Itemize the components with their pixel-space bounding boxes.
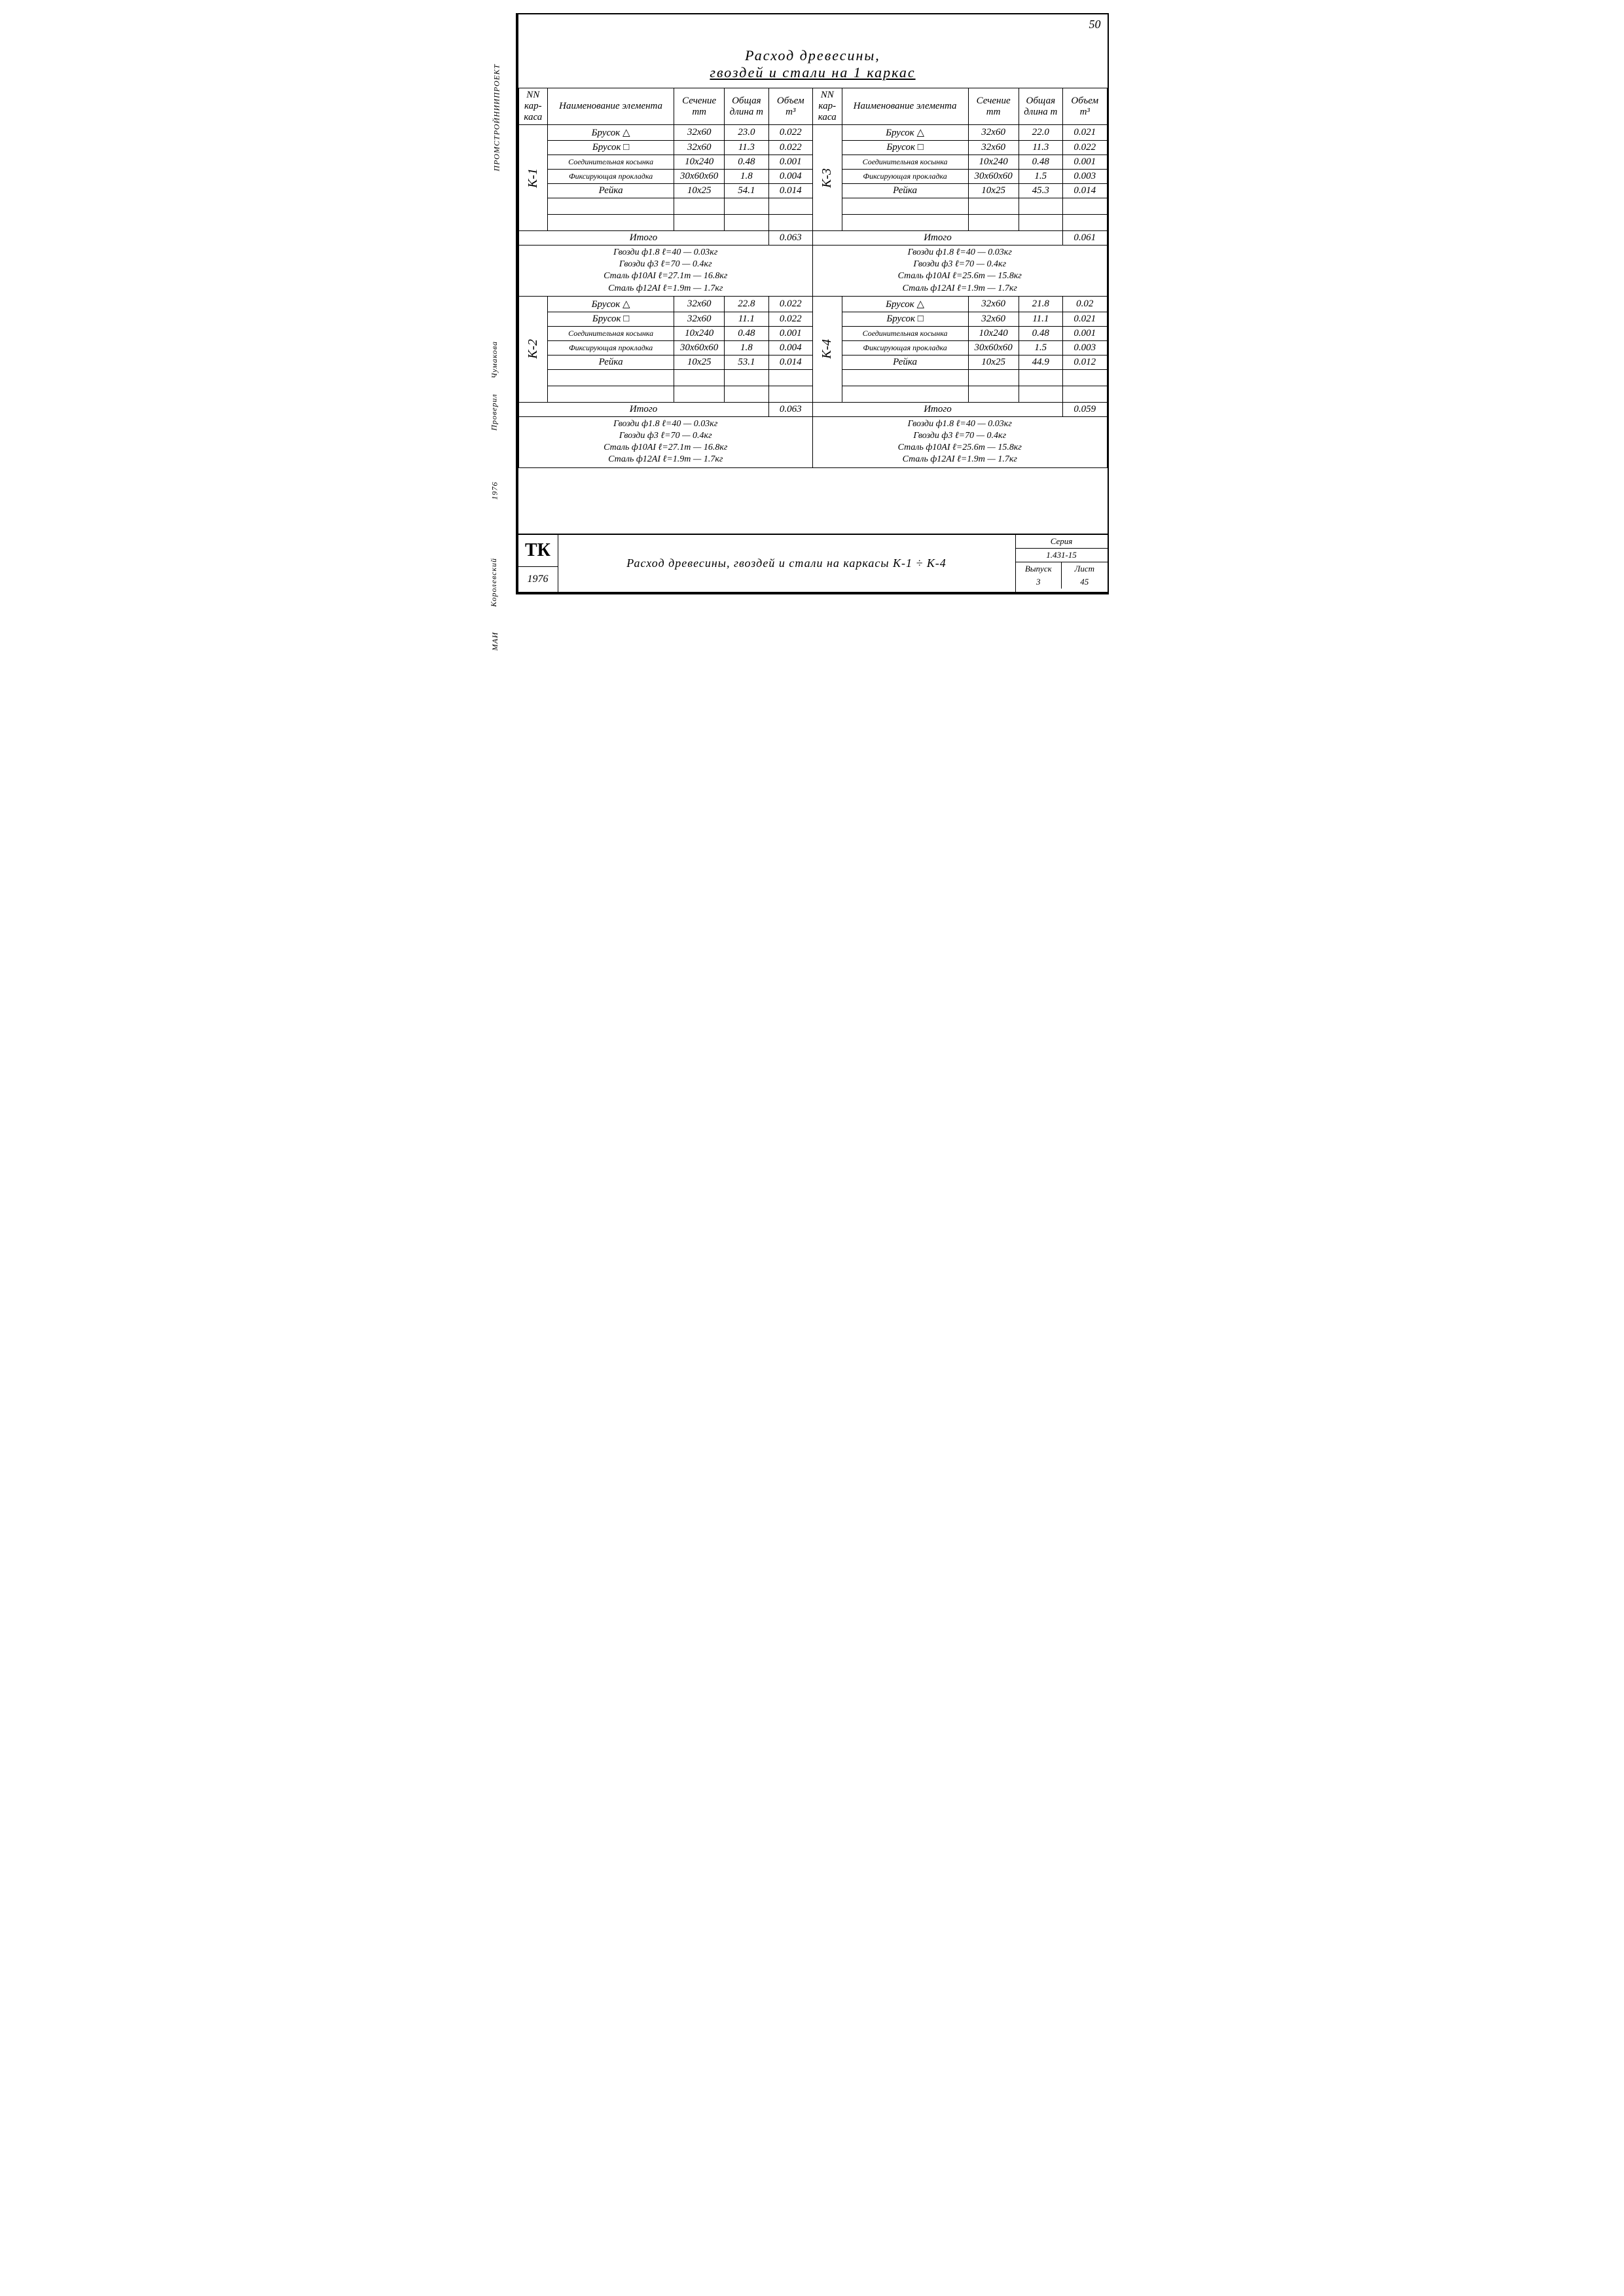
side-checked: Проверил	[489, 393, 499, 430]
frame-id: К-2	[518, 296, 548, 402]
side-mai: МАИ	[490, 632, 500, 651]
hdr-length2: Общая длина m	[1019, 88, 1062, 125]
title-block: ТК 1976 Расход древесины, гвоздей и стал…	[518, 534, 1108, 592]
notes-row: Гвозди ф1.8 ℓ=40 — 0.03кгГвозди ф3 ℓ=70 …	[518, 416, 1107, 467]
title-line2: гвоздей и стали на 1 каркас	[710, 64, 915, 81]
notes-row: Гвозди ф1.8 ℓ=40 — 0.03кгГвозди ф3 ℓ=70 …	[518, 246, 1107, 297]
side-constr: Королевский	[489, 558, 499, 607]
hdr-frame: NN кар-каса	[518, 88, 548, 125]
total-value: 0.059	[1063, 402, 1107, 416]
issue-value: 3	[1016, 575, 1062, 589]
series-value: 1.431-15	[1016, 549, 1108, 562]
sheet-value: 45	[1062, 575, 1108, 589]
sheet-label: Лист	[1062, 562, 1108, 575]
itogo-label: Итого	[924, 404, 952, 414]
footer-year: 1976	[518, 567, 558, 592]
issue-label: Выпуск	[1016, 562, 1062, 575]
tk-mark: ТК	[518, 535, 558, 567]
hdr-length: Общая длина m	[725, 88, 768, 125]
materials-notes: Гвозди ф1.8 ℓ=40 — 0.03кгГвозди ф3 ℓ=70 …	[518, 246, 812, 297]
total-value: 0.061	[1063, 231, 1107, 246]
hdr-name2: Наименование элемента	[842, 88, 968, 125]
materials-notes: Гвозди ф1.8 ℓ=40 — 0.03кгГвозди ф3 ℓ=70 …	[518, 416, 812, 467]
table-row: К-1Брусок 32x6023.00.022К-3Брусок 32x602…	[518, 125, 1107, 141]
hdr-section2: Сечение mm	[968, 88, 1019, 125]
hdr-volume2: Объем m³	[1063, 88, 1107, 125]
binding-margin-labels: ПРОМСТРОЙНИИПРОЕКТ Чумакова Проверил 197…	[482, 14, 515, 592]
materials-notes: Гвозди ф1.8 ℓ=40 — 0.03кгГвозди ф3 ℓ=70 …	[812, 416, 1107, 467]
itogo-label: Итого	[630, 404, 658, 414]
title-line1: Расход древесины,	[745, 47, 880, 64]
frame-id: К-3	[812, 125, 842, 231]
side-org: ПРОМСТРОЙНИИПРОЕКТ	[492, 64, 501, 171]
footer-title: Расход древесины, гвоздей и стали на кар…	[558, 535, 1016, 592]
page-number: 50	[1089, 18, 1101, 31]
itogo-label: Итого	[630, 232, 658, 243]
materials-notes: Гвозди ф1.8 ℓ=40 — 0.03кгГвозди ф3 ℓ=70 …	[812, 246, 1107, 297]
table-row: К-2Брусок 32x6022.80.022К-4Брусок 32x602…	[518, 296, 1107, 312]
frame-id: К-1	[518, 125, 548, 231]
side-year: 1976	[490, 482, 499, 500]
blank-area	[518, 468, 1108, 534]
hdr-name: Наименование элемента	[548, 88, 674, 125]
footer-left: ТК 1976	[518, 535, 558, 592]
hdr-section: Сечение mm	[674, 88, 725, 125]
total-value: 0.063	[768, 231, 812, 246]
footer-right: Серия 1.431-15 Выпуск Лист 3 45	[1016, 535, 1108, 592]
main-title: Расход древесины, гвоздей и стали на 1 к…	[532, 47, 1094, 81]
table-body: К-1Брусок 32x6023.00.022К-3Брусок 32x602…	[518, 125, 1107, 468]
hdr-frame2: NN кар-каса	[812, 88, 842, 125]
itogo-label: Итого	[924, 232, 952, 243]
subtotal-row: Итого 0.063 Итого 0.061	[518, 231, 1107, 246]
hdr-volume: Объем m³	[768, 88, 812, 125]
side-name: Чумакова	[490, 341, 499, 378]
consumption-table: NN кар-каса Наименование элемента Сечени…	[518, 88, 1108, 468]
series-label: Серия	[1016, 535, 1108, 549]
header-row: NN кар-каса Наименование элемента Сечени…	[518, 88, 1107, 125]
frame-id: К-4	[812, 296, 842, 402]
subtotal-row: Итого 0.063 Итого 0.059	[518, 402, 1107, 416]
total-value: 0.063	[768, 402, 812, 416]
drawing-sheet: 50 ПРОМСТРОЙНИИПРОЕКТ Чумакова Проверил …	[516, 13, 1109, 594]
